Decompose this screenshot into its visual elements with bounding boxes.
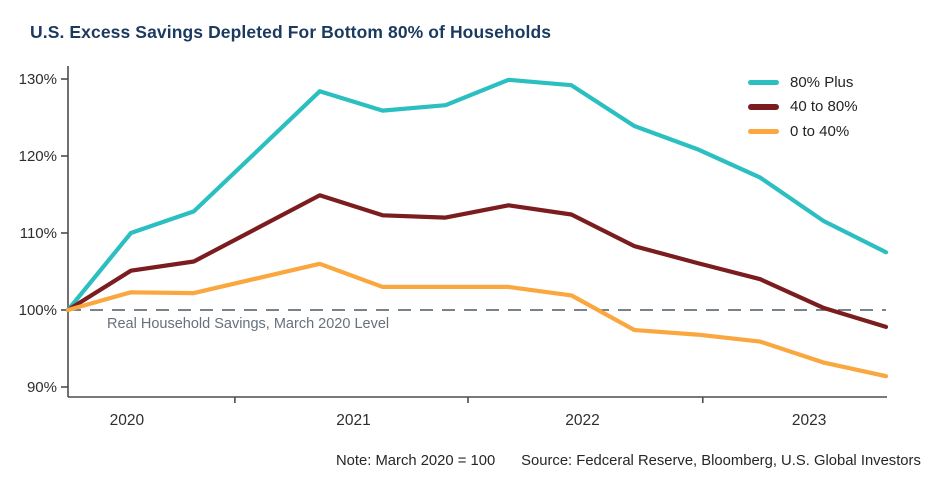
chart-footnote: Note: March 2020 = 100 Source: Fedceral … bbox=[336, 453, 921, 469]
y-axis-tick-label: 110% bbox=[20, 225, 57, 242]
y-axis-tick-label: 100% bbox=[19, 302, 57, 319]
legend-label-80-plus: 80% Plus bbox=[790, 73, 854, 91]
legend-item-0-to-40: 0 to 40% bbox=[748, 119, 858, 144]
legend-swatch-80-plus bbox=[748, 79, 779, 85]
series-line-2 bbox=[65, 261, 889, 379]
legend-item-80-plus: 80% Plus bbox=[748, 70, 858, 95]
legend-item-40-to-80: 40 to 80% bbox=[748, 95, 858, 120]
x-axis-year-label: 2021 bbox=[336, 412, 370, 429]
series-line-0 bbox=[65, 77, 889, 313]
y-axis-tick-label: 90% bbox=[27, 379, 57, 396]
footnote-note: Note: March 2020 = 100 bbox=[336, 453, 496, 469]
legend-swatch-40-to-80 bbox=[748, 104, 779, 110]
series-line-1 bbox=[65, 193, 889, 329]
footnote-source: Source: Fedceral Reserve, Bloomberg, U.S… bbox=[521, 453, 921, 469]
chart-title: U.S. Excess Savings Depleted For Bottom … bbox=[30, 22, 552, 42]
legend-swatch-0-to-40 bbox=[748, 128, 779, 134]
x-axis-year-label: 2023 bbox=[792, 412, 826, 429]
x-axis-year-label: 2020 bbox=[110, 412, 145, 429]
chart-legend: 80% Plus 40 to 80% 0 to 40% bbox=[748, 70, 858, 144]
x-axis-year-label: 2022 bbox=[565, 412, 599, 429]
legend-label-0-to-40: 0 to 40% bbox=[790, 122, 850, 140]
y-axis-tick-label: 130% bbox=[19, 71, 57, 88]
legend-label-40-to-80: 40 to 80% bbox=[790, 98, 858, 116]
reference-line-label: Real Household Savings, March 2020 Level bbox=[107, 316, 390, 332]
y-axis-tick-label: 120% bbox=[19, 148, 57, 165]
